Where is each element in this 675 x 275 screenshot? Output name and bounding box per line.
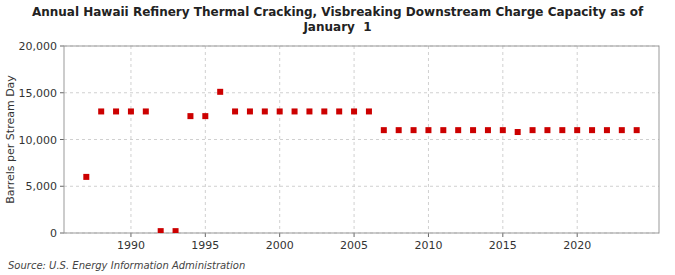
point <box>187 113 193 119</box>
y-grid-line <box>64 92 659 93</box>
y-tick <box>60 139 64 140</box>
y-tick-label: 15,000 <box>19 87 58 100</box>
y-tick <box>60 233 64 234</box>
point <box>143 108 149 114</box>
y-tick <box>60 46 64 47</box>
x-grid-line <box>279 46 280 233</box>
point <box>173 228 179 233</box>
x-tick-label: 2010 <box>414 239 442 252</box>
x-grid-line <box>502 46 503 233</box>
y-tick <box>60 92 64 93</box>
point <box>336 108 342 114</box>
title-line: January 1 <box>302 20 371 34</box>
y-grid-line <box>64 186 659 187</box>
point <box>202 113 208 119</box>
point <box>634 127 640 133</box>
y-tick-label: 5,000 <box>26 180 58 193</box>
point <box>217 89 223 95</box>
point <box>485 127 491 133</box>
point <box>277 108 283 114</box>
x-tick-label: 1990 <box>117 239 145 252</box>
point <box>98 108 104 114</box>
x-tick <box>354 233 355 237</box>
point <box>128 108 134 114</box>
x-grid-line <box>130 46 131 233</box>
point <box>366 108 372 114</box>
chart: Annual Hawaii Refinery Thermal Cracking,… <box>0 0 675 275</box>
x-tick <box>279 233 280 237</box>
x-grid-line <box>354 46 355 233</box>
point <box>544 127 550 133</box>
point <box>351 108 357 114</box>
plot-frame <box>64 46 659 233</box>
point <box>158 228 164 233</box>
x-tick <box>428 233 429 237</box>
y-tick-label: 10,000 <box>19 134 58 147</box>
marks <box>83 89 639 233</box>
point <box>589 127 595 133</box>
x-tick-label: 2020 <box>563 239 591 252</box>
point <box>306 108 312 114</box>
y-axis-label: Barrels per Stream Day <box>4 75 17 204</box>
x-grid-line <box>577 46 578 233</box>
grid <box>64 46 659 233</box>
point <box>500 127 506 133</box>
source-note: Source: U.S. Energy Information Administ… <box>8 260 245 271</box>
point <box>321 108 327 114</box>
y-tick-label: 20,000 <box>19 40 58 53</box>
y-tick-label: 0 <box>50 227 57 240</box>
title-line: Annual Hawaii Refinery Thermal Cracking,… <box>32 5 644 19</box>
title: Annual Hawaii Refinery Thermal Cracking,… <box>32 5 644 34</box>
y-grid-line <box>64 139 659 140</box>
x-tick <box>502 233 503 237</box>
point <box>470 127 476 133</box>
point <box>232 108 238 114</box>
point <box>113 108 119 114</box>
x-tick-label: 2000 <box>266 239 294 252</box>
point <box>574 127 580 133</box>
point <box>559 127 565 133</box>
y-tick <box>60 186 64 187</box>
x-tick <box>205 233 206 237</box>
point <box>292 108 298 114</box>
point <box>530 127 536 133</box>
point <box>455 127 461 133</box>
x-tick <box>130 233 131 237</box>
point <box>515 129 521 135</box>
point <box>381 127 387 133</box>
x-tick-label: 2005 <box>340 239 368 252</box>
point <box>247 108 253 114</box>
point <box>604 127 610 133</box>
x-tick-label: 2015 <box>489 239 517 252</box>
point <box>440 127 446 133</box>
x-tick-label: 1995 <box>191 239 219 252</box>
point <box>396 127 402 133</box>
point <box>619 127 625 133</box>
point <box>411 127 417 133</box>
point <box>425 127 431 133</box>
x-tick <box>577 233 578 237</box>
point <box>262 108 268 114</box>
x-grid-line <box>428 46 429 233</box>
point <box>83 174 89 180</box>
x-grid-line <box>205 46 206 233</box>
